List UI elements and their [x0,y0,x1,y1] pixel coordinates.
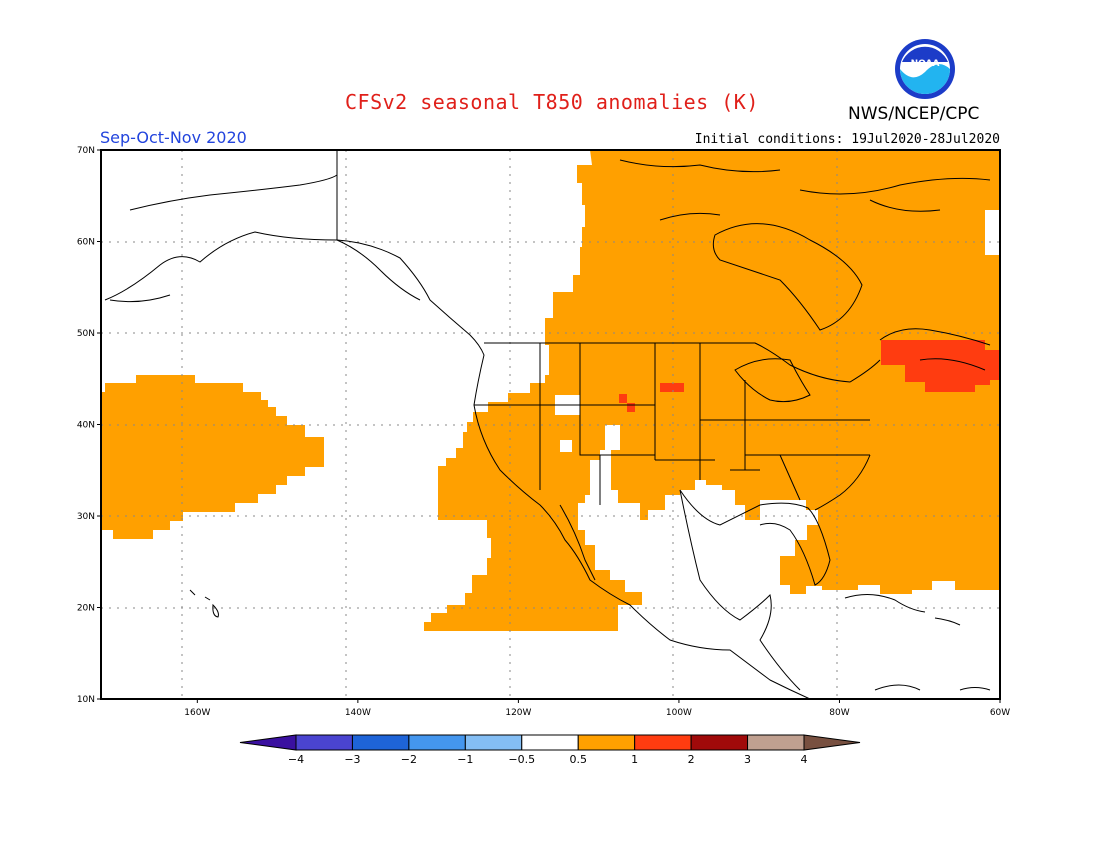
lon-tick-label: 80W [829,708,849,718]
lat-tick-label: 20N [77,604,95,614]
map-gridlines [101,150,1000,699]
colorbar-label: −3 [344,753,360,766]
initial-conditions-label: Initial conditions: 19Jul2020-28Jul2020 [694,132,1000,147]
pacific-anomaly-region [101,375,324,539]
colorbar-label: −1 [457,753,473,766]
lat-tick-label: 10N [77,695,95,705]
logo-text: NOAA [911,59,940,69]
colorbar-segment [747,734,805,751]
colorbar-segment [464,734,523,751]
coastlines [104,150,991,699]
colorbar-label: −2 [401,753,417,766]
colorbar-label: −4 [288,753,304,766]
colorbar-max-arrow [803,734,861,751]
longitude-labels: 160W 140W 120W 100W 80W 60W [184,699,1010,718]
colorbar-segment [634,734,692,751]
colorbar-segment [577,734,636,751]
map-title: CFSv2 seasonal T850 anomalies (K) [345,90,759,114]
lon-tick-label: 60W [990,708,1010,718]
lat-tick-label: 60N [77,238,95,248]
plains-anomaly-patch [627,403,635,412]
anomaly-gaps [555,150,1010,500]
continental-anomaly-region [424,150,1000,699]
colorbar-segment [351,734,410,751]
lon-tick-label: 160W [184,708,210,718]
anomaly-warm1-regions [101,150,1000,699]
season-label: Sep-Oct-Nov 2020 [100,128,247,147]
colorbar-segment [295,734,353,751]
gap-region [1000,150,1010,210]
colorbar-label: 2 [688,753,695,766]
colorbar-label: 0.5 [569,753,587,766]
colorbar-label: 4 [801,753,808,766]
northeast-anomaly-region [881,340,1000,392]
plains-anomaly-patch [660,383,684,392]
colorbar-segment [408,734,466,751]
colorbar: −4 −3 −2 −1 −0.5 0.5 1 2 3 4 [239,734,861,766]
map-area [101,150,1010,699]
colorbar-label: −0.5 [508,753,535,766]
noaa-logo: NOAA [895,39,955,99]
colorbar-min-arrow [239,734,297,751]
colorbar-label: 3 [744,753,751,766]
lat-tick-label: 70N [77,146,95,156]
colorbar-label: 1 [631,753,638,766]
gap-region [605,425,620,450]
anomaly-warm2-regions [619,340,1000,412]
plains-anomaly-patch [619,394,627,403]
gap-region [590,460,605,500]
lat-tick-label: 50N [77,329,95,339]
gap-region [560,440,572,452]
colorbar-segment [690,734,749,751]
lat-tick-label: 30N [77,512,95,522]
lon-tick-label: 140W [345,708,371,718]
lat-tick-label: 40N [77,421,95,431]
latitude-labels: 10N 20N 30N 40N 50N 60N 70N [77,146,101,705]
colorbar-segment [521,734,579,751]
gap-region [985,210,1000,255]
lon-tick-label: 120W [505,708,531,718]
org-label: NWS/NCEP/CPC [848,104,980,124]
lon-tick-label: 100W [666,708,692,718]
